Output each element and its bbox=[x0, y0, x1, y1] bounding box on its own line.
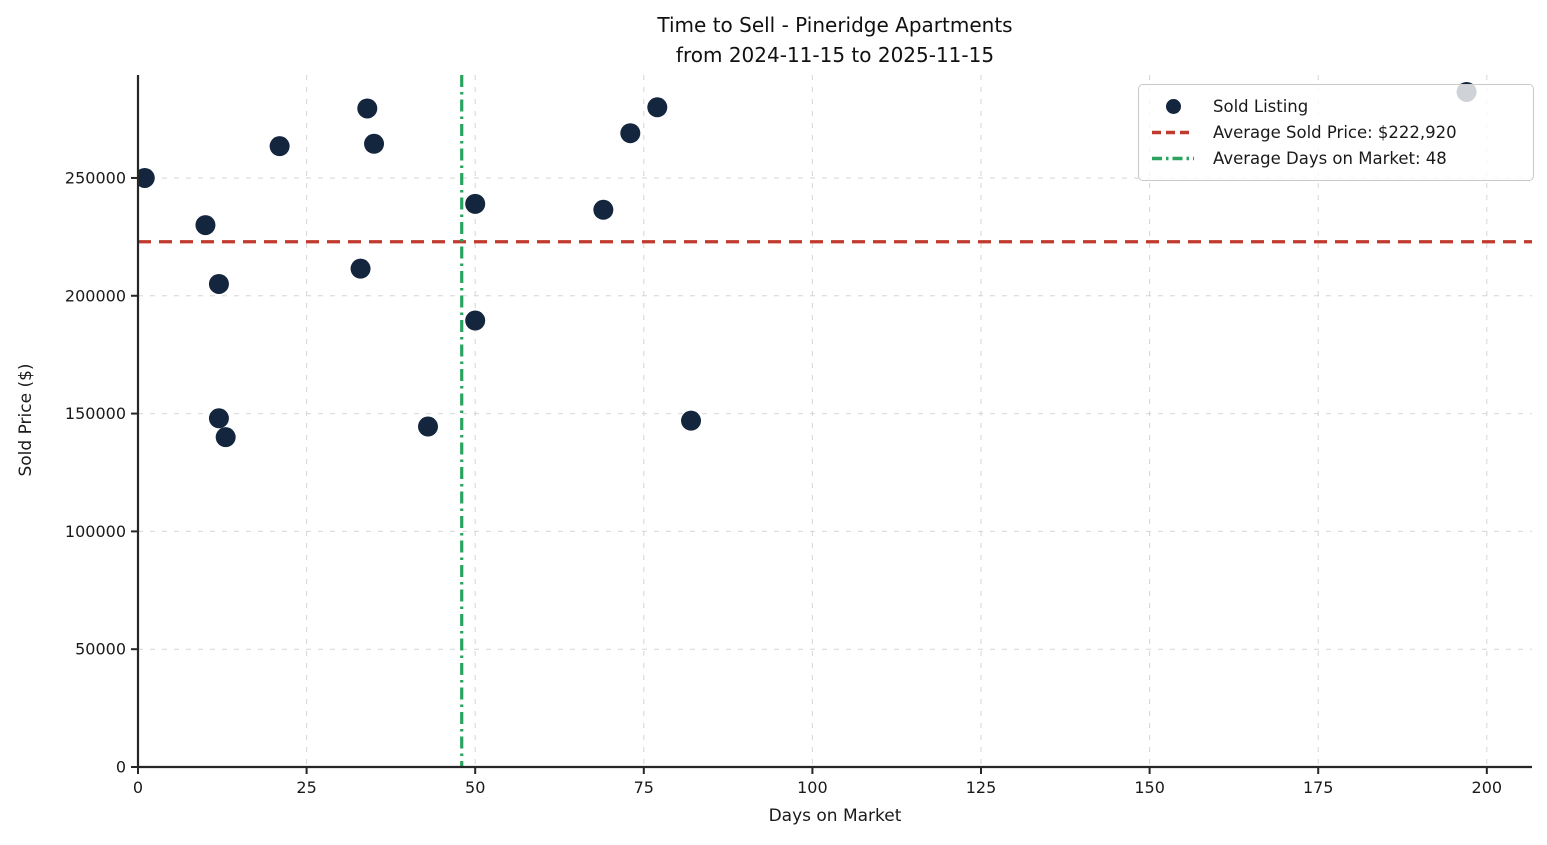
dashdot-line-icon bbox=[1152, 157, 1194, 161]
axes-spines bbox=[136, 75, 1532, 769]
legend-label-sold-listing: Sold Listing bbox=[1213, 96, 1309, 116]
x-tick-label: 125 bbox=[966, 778, 997, 797]
scatter-point bbox=[417, 416, 438, 437]
scatter-point bbox=[350, 258, 371, 279]
legend: Sold Listing Average Sold Price: $222,92… bbox=[1138, 84, 1534, 181]
y-tick-label: 250000 bbox=[65, 168, 126, 187]
scatter-point bbox=[137, 167, 155, 188]
legend-marker-cell bbox=[1151, 130, 1195, 135]
plot-body bbox=[137, 75, 1532, 767]
y-tick-label: 100000 bbox=[65, 522, 126, 541]
y-tick-label: 200000 bbox=[65, 286, 126, 305]
scatter-point bbox=[215, 427, 236, 448]
chart-title-line2: from 2024-11-15 to 2025-11-15 bbox=[675, 42, 995, 67]
chart-title-line1: Time to Sell - Pineridge Apartments bbox=[657, 13, 1013, 37]
scatter-point bbox=[465, 310, 486, 331]
scatter-point bbox=[195, 215, 216, 236]
dashed-line-icon bbox=[1152, 130, 1194, 135]
scatter-point bbox=[269, 136, 290, 157]
y-axis-label: Sold Price ($) bbox=[16, 363, 36, 477]
x-tick-label: 200 bbox=[1472, 778, 1503, 797]
y-tick-label: 50000 bbox=[75, 640, 126, 659]
scatter-point bbox=[593, 199, 614, 220]
x-tick-label: 175 bbox=[1303, 778, 1334, 797]
scatter-point bbox=[681, 410, 702, 431]
legend-label-avg-days: Average Days on Market: 48 bbox=[1213, 149, 1447, 169]
legend-item-sold-listing: Sold Listing bbox=[1151, 93, 1521, 119]
x-tick-label: 100 bbox=[797, 778, 828, 797]
scatter-point bbox=[208, 408, 229, 429]
scatter-point bbox=[208, 273, 229, 294]
y-tick-label: 150000 bbox=[65, 404, 126, 423]
x-tick-label: 150 bbox=[1134, 778, 1165, 797]
scatter-point bbox=[620, 123, 641, 144]
legend-item-avg-days: Average Days on Market: 48 bbox=[1151, 146, 1521, 172]
y-tick-label: 0 bbox=[116, 758, 126, 777]
legend-marker-cell bbox=[1151, 156, 1195, 161]
axis-ticks: 0 25 50 75 100 125 150 175 200 0 50000 100000 150000… bbox=[65, 168, 1502, 797]
legend-label-avg-price: Average Sold Price: $222,920 bbox=[1213, 122, 1457, 142]
legend-marker-cell bbox=[1151, 98, 1195, 114]
legend-item-avg-price: Average Sold Price: $222,920 bbox=[1151, 119, 1521, 145]
chart-title: Time to Sell - Pineridge Apartments from… bbox=[138, 11, 1532, 70]
x-tick-label: 75 bbox=[634, 778, 654, 797]
x-axis-label: Days on Market bbox=[768, 806, 902, 826]
scatter-point bbox=[364, 133, 385, 154]
scatter-point bbox=[357, 98, 378, 119]
x-tick-label: 0 bbox=[133, 778, 143, 797]
x-tick-label: 25 bbox=[296, 778, 316, 797]
sold-listing-dot-icon bbox=[1165, 98, 1181, 114]
scatter-point bbox=[647, 97, 668, 118]
x-tick-label: 50 bbox=[465, 778, 485, 797]
scatter-point bbox=[465, 193, 486, 214]
